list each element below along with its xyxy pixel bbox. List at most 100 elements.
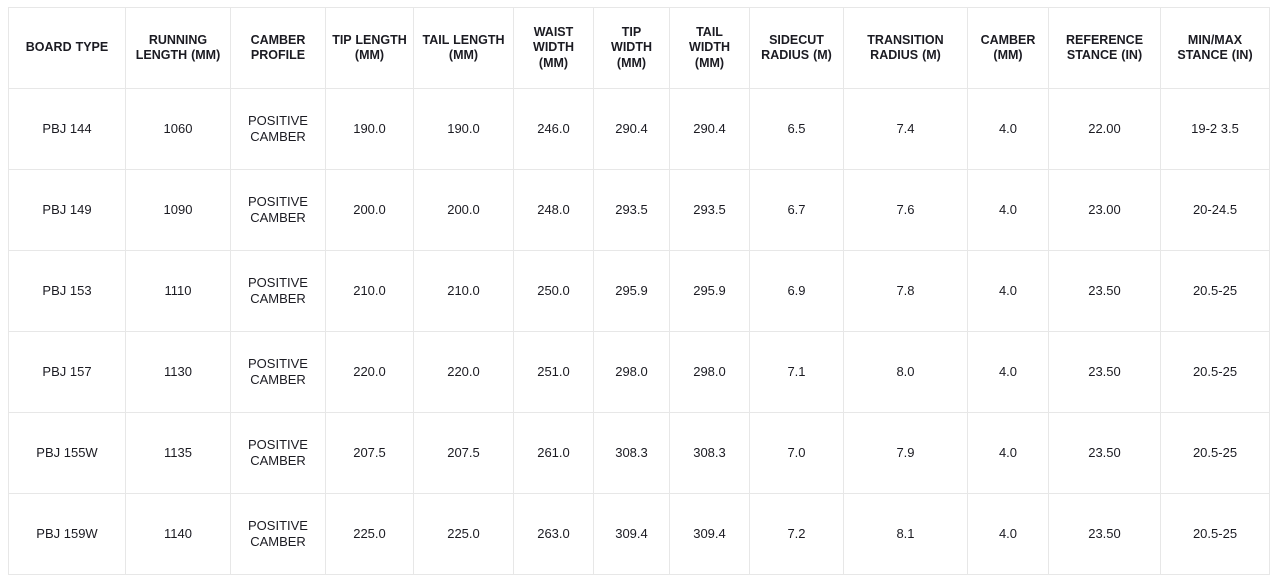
table-cell: 1110 [125, 250, 231, 332]
table-cell: 250.0 [513, 250, 594, 332]
table-row: PBJ 153 1110 POSITIVE CAMBER 210.0 210.0 250.… [8, 250, 1270, 332]
table-cell: 23.50 [1048, 493, 1161, 575]
table-cell: 23.50 [1048, 250, 1161, 332]
table-cell: 248.0 [513, 169, 594, 251]
table-cell: 20.5-25 [1160, 412, 1270, 494]
table-cell: 210.0 [325, 250, 414, 332]
column-header: TIP LENGTH (MM) [325, 7, 414, 89]
header-row: BOARD TYPE RUNNING LENGTH (MM) CAMBER PROF… [8, 7, 1270, 89]
table-cell: 200.0 [325, 169, 414, 251]
table-cell: 23.50 [1048, 412, 1161, 494]
table-cell: 7.6 [843, 169, 968, 251]
column-header: TAIL LENGTH (MM) [413, 7, 514, 89]
table-cell: 6.5 [749, 88, 844, 170]
table-cell: POSITIVE CAMBER [230, 331, 326, 413]
table-cell: 298.0 [669, 331, 750, 413]
table-cell: 7.2 [749, 493, 844, 575]
column-header: CAMBER PROFILE [230, 7, 326, 89]
table-cell: 4.0 [967, 88, 1049, 170]
column-header: MIN/MAX STANCE (IN) [1160, 7, 1270, 89]
table-cell: 7.1 [749, 331, 844, 413]
table-cell: 22.00 [1048, 88, 1161, 170]
column-header: REFERENCE STANCE (IN) [1048, 7, 1161, 89]
table-cell: 200.0 [413, 169, 514, 251]
table-cell: 7.8 [843, 250, 968, 332]
table-cell: 220.0 [413, 331, 514, 413]
table-row: PBJ 159W 1140 POSITIVE CAMBER 225.0 225.0 263… [8, 493, 1270, 575]
column-header: WAIST WIDTH (MM) [513, 7, 594, 89]
table-cell: 1060 [125, 88, 231, 170]
spec-table-body: PBJ 144 1060 POSITIVE CAMBER 190.0 190.0 246.… [8, 88, 1270, 575]
table-cell: 263.0 [513, 493, 594, 575]
column-header: RUNNING LENGTH (MM) [125, 7, 231, 89]
table-cell: 290.4 [593, 88, 670, 170]
table-cell: 20.5-25 [1160, 331, 1270, 413]
column-header: BOARD TYPE [8, 7, 126, 89]
table-cell: 293.5 [593, 169, 670, 251]
table-cell: POSITIVE CAMBER [230, 412, 326, 494]
table-cell: 4.0 [967, 331, 1049, 413]
table-cell: 20.5-25 [1160, 493, 1270, 575]
table-cell: 1130 [125, 331, 231, 413]
board-type-cell: PBJ 157 [8, 331, 126, 413]
table-cell: 309.4 [669, 493, 750, 575]
table-cell: 207.5 [413, 412, 514, 494]
table-cell: 295.9 [593, 250, 670, 332]
table-cell: 1140 [125, 493, 231, 575]
table-cell: 220.0 [325, 331, 414, 413]
table-cell: 7.9 [843, 412, 968, 494]
board-type-cell: PBJ 149 [8, 169, 126, 251]
column-header: TIP WIDTH (MM) [593, 7, 670, 89]
table-cell: 23.00 [1048, 169, 1161, 251]
column-header: CAMBER (MM) [967, 7, 1049, 89]
table-cell: 7.0 [749, 412, 844, 494]
table-cell: 20.5-25 [1160, 250, 1270, 332]
board-type-cell: PBJ 153 [8, 250, 126, 332]
table-cell: 20-24.5 [1160, 169, 1270, 251]
table-cell: 19-2 3.5 [1160, 88, 1270, 170]
table-cell: 4.0 [967, 412, 1049, 494]
table-cell: 6.9 [749, 250, 844, 332]
table-row: PBJ 149 1090 POSITIVE CAMBER 200.0 200.0 248.… [8, 169, 1270, 251]
table-row: PBJ 144 1060 POSITIVE CAMBER 190.0 190.0 246.… [8, 88, 1270, 170]
table-cell: 261.0 [513, 412, 594, 494]
table-cell: 190.0 [413, 88, 514, 170]
table-cell: 4.0 [967, 250, 1049, 332]
table-cell: 7.4 [843, 88, 968, 170]
table-cell: 4.0 [967, 493, 1049, 575]
table-cell: 4.0 [967, 169, 1049, 251]
table-cell: 8.0 [843, 331, 968, 413]
table-cell: 6.7 [749, 169, 844, 251]
table-cell: POSITIVE CAMBER [230, 250, 326, 332]
board-type-cell: PBJ 155W [8, 412, 126, 494]
spec-table-head: BOARD TYPE RUNNING LENGTH (MM) CAMBER PROF… [8, 7, 1270, 89]
table-cell: 308.3 [669, 412, 750, 494]
table-cell: 8.1 [843, 493, 968, 575]
board-type-cell: PBJ 159W [8, 493, 126, 575]
table-cell: 251.0 [513, 331, 594, 413]
table-cell: 295.9 [669, 250, 750, 332]
table-cell: 210.0 [413, 250, 514, 332]
column-header: SIDECUT RADIUS (M) [749, 7, 844, 89]
table-cell: 207.5 [325, 412, 414, 494]
table-row: PBJ 157 1130 POSITIVE CAMBER 220.0 220.0 251.… [8, 331, 1270, 413]
board-type-cell: PBJ 144 [8, 88, 126, 170]
table-cell: 23.50 [1048, 331, 1161, 413]
table-cell: 225.0 [413, 493, 514, 575]
table-row: PBJ 155W 1135 POSITIVE CAMBER 207.5 207.5 261… [8, 412, 1270, 494]
column-header: TRANSITION RADIUS (M) [843, 7, 968, 89]
table-cell: 308.3 [593, 412, 670, 494]
table-cell: 246.0 [513, 88, 594, 170]
table-cell: 1135 [125, 412, 231, 494]
table-cell: 1090 [125, 169, 231, 251]
table-cell: 190.0 [325, 88, 414, 170]
board-spec-table: BOARD TYPE RUNNING LENGTH (MM) CAMBER PROF… [8, 7, 1270, 575]
table-cell: POSITIVE CAMBER [230, 169, 326, 251]
table-cell: POSITIVE CAMBER [230, 493, 326, 575]
table-cell: 290.4 [669, 88, 750, 170]
table-cell: 298.0 [593, 331, 670, 413]
column-header: TAIL WIDTH (MM) [669, 7, 750, 89]
table-cell: POSITIVE CAMBER [230, 88, 326, 170]
table-cell: 225.0 [325, 493, 414, 575]
